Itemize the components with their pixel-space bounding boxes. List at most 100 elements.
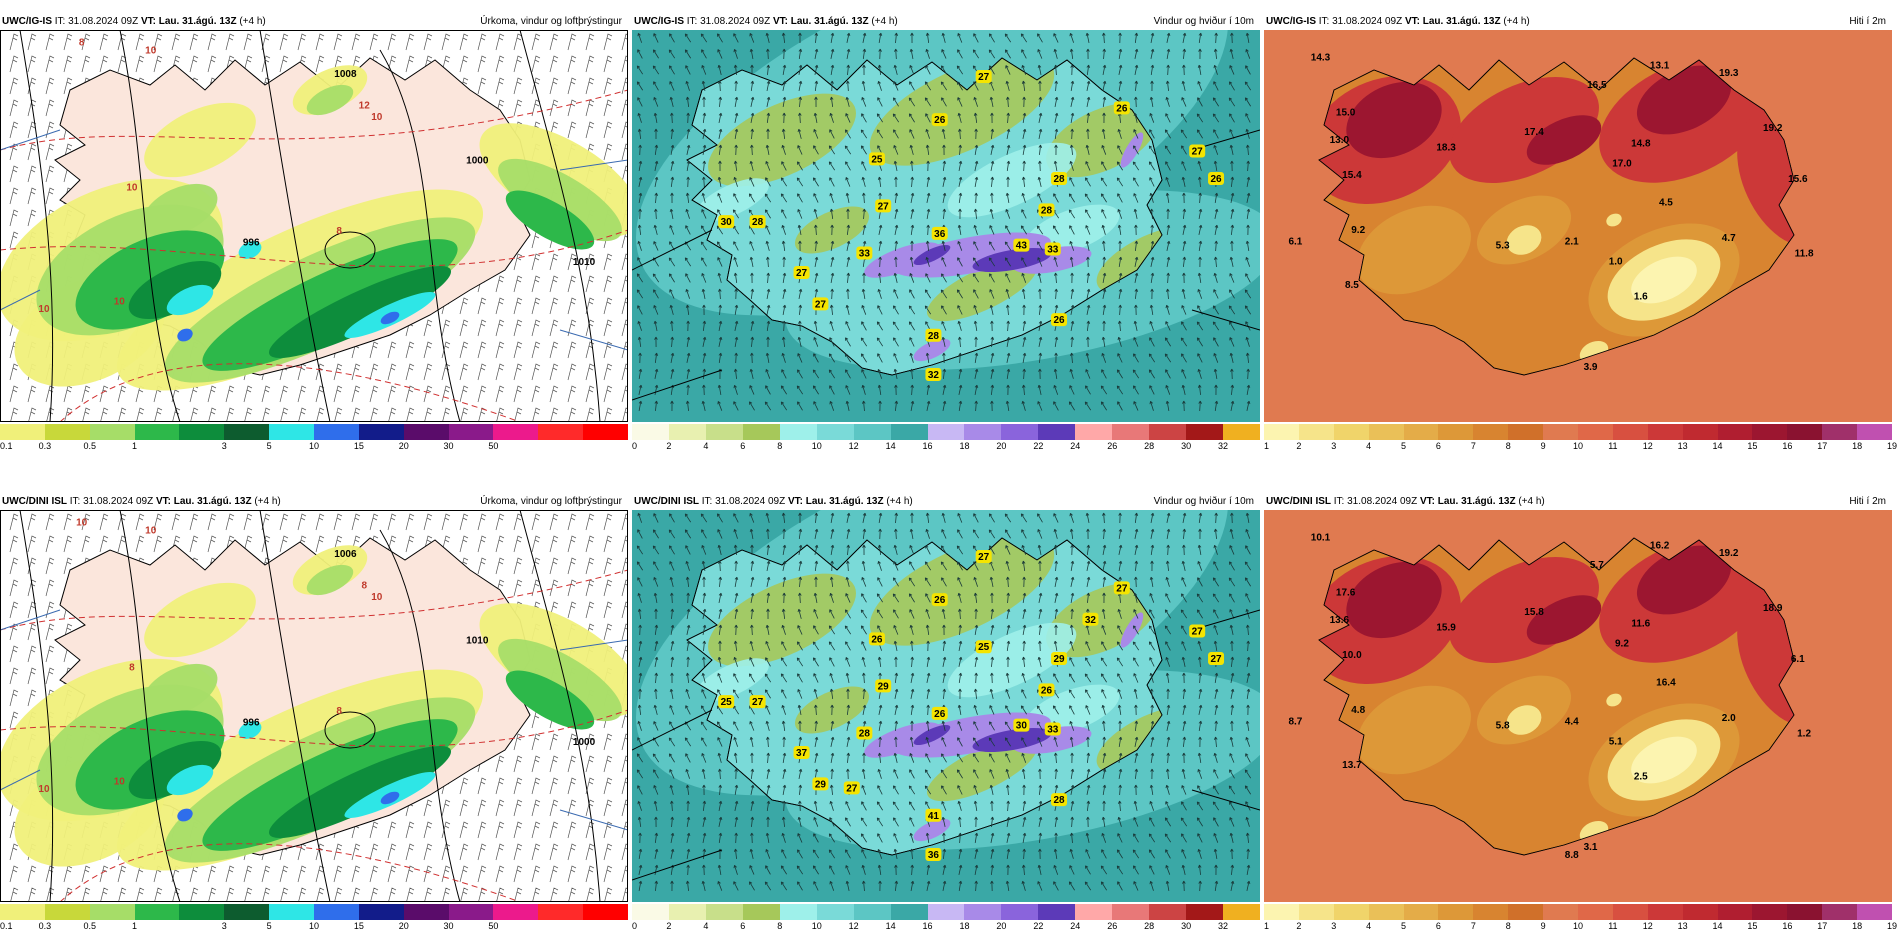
field-shade [1636,545,1732,615]
legend-tick: 16 [922,441,933,451]
run-vt-prefix: VT: [155,496,171,507]
gust-badge [718,695,735,709]
forecast-map: 10 10 8 10 8 8 10 10 1006 1000 1010 996 [0,510,628,902]
temperature-label: 3.1 [1584,842,1598,853]
temperature-label: 13.6 [1330,615,1350,626]
contour-label: 10 [371,112,383,123]
legend-swatch [403,424,449,440]
legend-swatch [1186,904,1223,920]
legend-tick: 50 [488,921,499,931]
iceland-coastline [1318,537,1795,856]
legend-tick: 19 [1886,441,1898,451]
panel-title: Úrkoma, vindur og loftþrýstingur [480,496,622,507]
legend-swatch [493,424,539,440]
gust-badge [1038,683,1055,697]
run-info: UWC/IG-IS IT: 31.08.2024 09Z VT: Lau. 31… [2,14,266,30]
legend-swatch [1112,904,1150,920]
legend-tick: 4 [703,441,709,451]
legend-tick: 30 [1181,441,1192,451]
legend-swatch [314,904,359,920]
legend-swatch [1075,424,1113,440]
legend-ticks: 1234567891011121314151617181920 [1264,921,1897,935]
gust-badge [931,706,948,720]
field-shade [1631,736,1697,784]
legend-swatch [1223,904,1260,920]
gust-label: 27 [846,783,858,794]
legend-tick: 20 [996,921,1007,931]
gust-badge [925,847,942,861]
temperature-label: 13.7 [1342,760,1362,771]
gust-label: 25 [978,642,990,653]
legend-swatch [269,904,315,920]
temperature-label: 1.0 [1609,256,1623,267]
gust-label: 41 [928,811,940,822]
field-shade [926,258,1038,322]
temperature-label: 10.0 [1342,650,1362,661]
gust-badge [1208,171,1225,185]
legend-tick: 0.5 [83,921,96,931]
temperature-label: 6.1 [1288,237,1302,248]
contour-label: 10 [114,776,126,787]
run-vt: Lau. 31.ágú. 13Z [790,16,869,27]
legend-swatch [742,424,780,440]
run-it: IT: 31.08.2024 09Z [69,496,154,507]
isobars [19,510,601,902]
temperature-label: 11.8 [1795,248,1814,259]
gust-label: 26 [871,634,883,645]
legend-tick: 16 [1782,921,1793,931]
legend-tick: 18 [959,921,970,931]
legend-swatch [964,424,1002,440]
gust-badge [1113,101,1130,115]
legend-tick: 7 [1470,441,1476,451]
legend-tick: 0 [632,441,638,451]
field-shade [1346,81,1442,159]
legend-tick: 26 [1107,921,1118,931]
forecast-map: 14.3 13.1 19.3 16.5 15.0 13.0 18.3 17.4 14.8 19.2… [1264,30,1892,422]
gust-badge [975,640,992,654]
run-model: UWC/IG-IS [634,16,684,27]
run-offset: (+4 h) [254,496,281,507]
temperature-label: 15.8 [1524,607,1544,618]
legend-swatch [0,424,45,440]
legend-tick: 24 [1070,921,1081,931]
gust-label: 37 [796,748,808,759]
panel-title: Úrkoma, vindur og loftþrýstingur [480,16,622,27]
legend-swatch [448,904,494,920]
panel-header: UWC/IG-IS IT: 31.08.2024 09Z VT: Lau. 31… [632,14,1260,30]
legend-tick: 5 [1401,441,1407,451]
gust-badge [868,152,885,166]
gust-label: 28 [1053,795,1065,806]
legend-tick: 5 [266,441,272,451]
legend-swatch [1264,424,1299,440]
legend-tick: 10 [1572,921,1584,931]
legend-tick: 8 [1505,441,1511,451]
gust-badge [1051,313,1068,327]
gust-label: 27 [878,201,890,212]
legend-tick: 2 [666,441,672,451]
legend-tick: 9 [1540,441,1546,451]
field-shade [177,328,193,342]
field-shade [380,791,400,805]
field-shade [1120,612,1144,648]
temperature-label: 16.4 [1656,677,1676,688]
legend-swatches [632,904,1260,920]
contour-label: 10 [145,46,157,57]
run-info: UWC/IG-IS IT: 31.08.2024 09Z VT: Lau. 31… [1266,14,1530,30]
run-info: UWC/IG-IS IT: 31.08.2024 09Z VT: Lau. 31… [634,14,898,30]
legend-tick: 12 [848,441,859,451]
legend-tick: 10 [308,921,320,931]
temperature-label: 4.8 [1351,705,1365,716]
legend-tick: 11 [1608,921,1618,931]
field-shade [972,247,1052,273]
legend-tick: 17 [1817,441,1828,451]
legend-swatch [1682,424,1718,440]
gust-label: 36 [928,850,940,861]
gust-label: 43 [1016,241,1028,252]
panel-title: Hiti í 2m [1849,496,1886,507]
panel-title: Hiti í 2m [1849,16,1886,27]
legend-swatch [668,424,706,440]
legend-swatches [0,424,629,440]
legend-swatch [583,424,629,440]
field-shade [913,724,951,746]
gust-label: 32 [928,370,940,381]
